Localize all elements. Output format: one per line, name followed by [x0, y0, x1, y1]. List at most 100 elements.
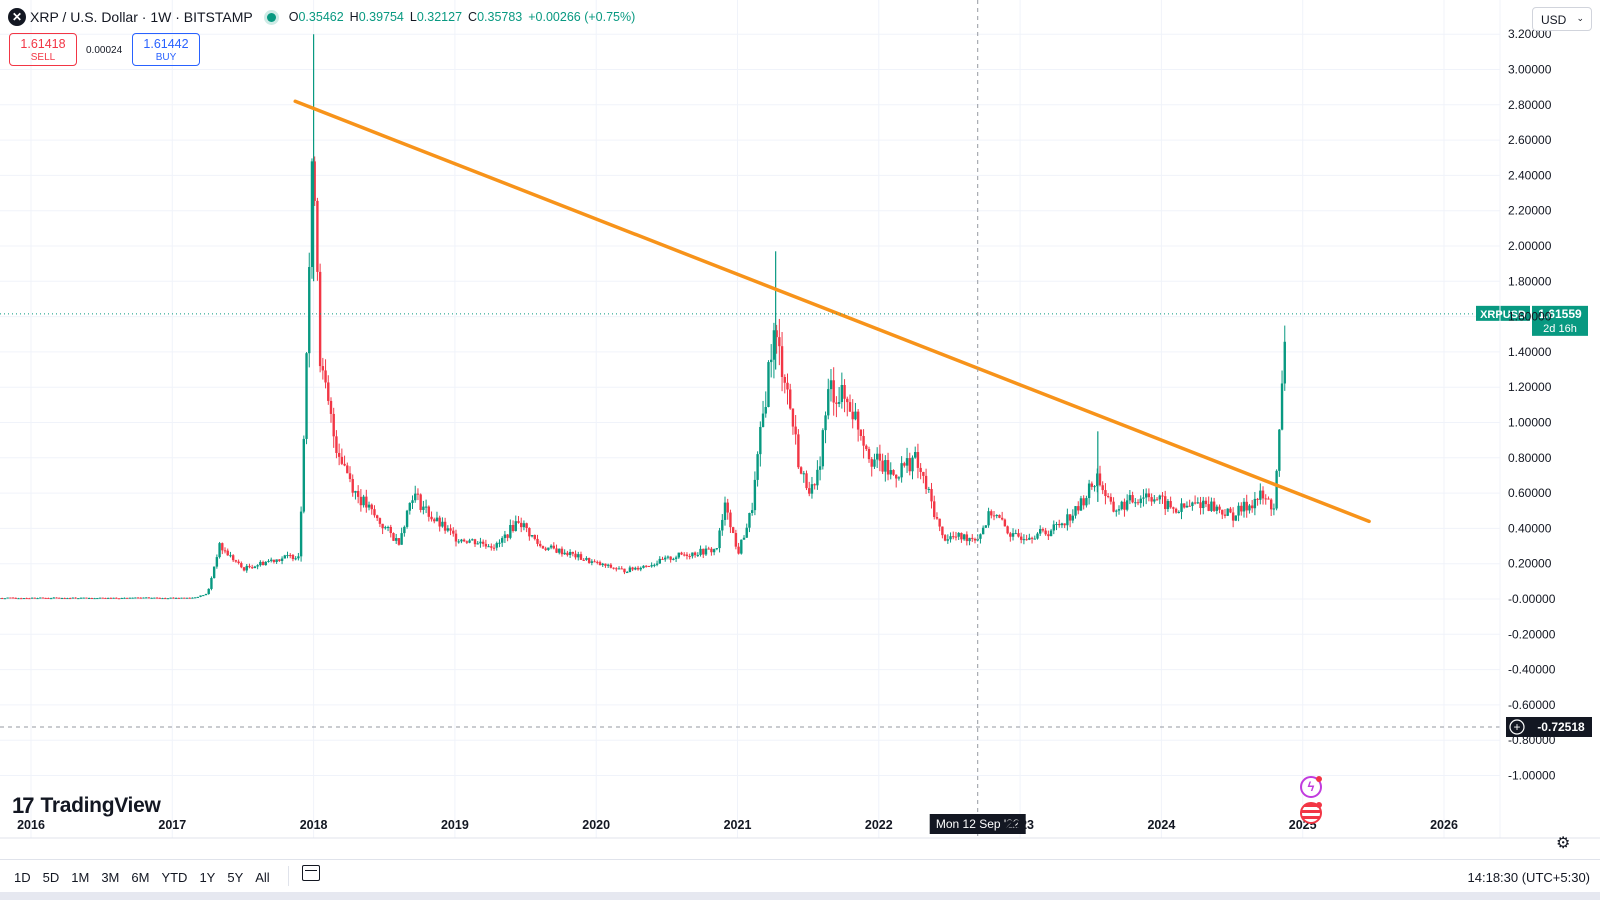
candle-body — [609, 564, 613, 568]
candle-body — [30, 597, 34, 599]
candle-body — [870, 459, 873, 467]
candle-body — [471, 539, 474, 541]
candle-body — [446, 528, 450, 531]
candle-body — [386, 526, 390, 528]
candle-body — [642, 565, 645, 568]
gear-icon[interactable]: ⚙ — [1556, 835, 1571, 852]
candle-body — [856, 411, 860, 430]
candle-body — [25, 598, 28, 600]
candle-body — [1185, 505, 1189, 508]
candle-body — [737, 546, 740, 554]
candle-body — [96, 598, 99, 600]
candle-body — [894, 474, 898, 479]
candle-body — [240, 563, 243, 568]
candle-body — [286, 555, 289, 557]
candle-body — [892, 470, 895, 475]
candle-body — [808, 488, 811, 494]
candle-body — [476, 543, 479, 545]
tradingview-logo[interactable]: 17 TradingView — [12, 793, 161, 819]
candle-body — [930, 488, 933, 502]
candle-body — [606, 564, 610, 566]
range-1y[interactable]: 1Y — [199, 870, 216, 885]
candle-body — [98, 597, 102, 599]
candle-body — [327, 382, 330, 401]
candle-body — [1131, 495, 1134, 503]
candle-body — [460, 539, 463, 542]
candle-body — [1259, 490, 1262, 500]
candle-body — [1169, 501, 1172, 508]
range-ytd[interactable]: YTD — [161, 870, 188, 885]
currency-selector[interactable]: USD ⌄ — [1532, 7, 1592, 31]
candle-body — [22, 598, 26, 600]
range-1d[interactable]: 1D — [14, 870, 31, 885]
candle-body — [1242, 501, 1246, 512]
market-status-icon[interactable] — [266, 12, 276, 22]
range-3m[interactable]: 3M — [101, 870, 120, 885]
candle-body — [14, 597, 17, 599]
candle-body — [441, 521, 444, 527]
candle-body — [954, 536, 958, 538]
candle-body — [579, 554, 583, 560]
symbol-title[interactable]: XRP / U.S. Dollar · 1W · BITSTAMP — [30, 9, 253, 25]
candle-body — [17, 598, 20, 600]
candle-body — [1123, 501, 1126, 510]
range-6m[interactable]: 6M — [131, 870, 150, 885]
candle-body — [58, 597, 61, 599]
candle-body — [389, 526, 392, 534]
sell-button[interactable]: 1.61418 SELL — [9, 33, 77, 66]
tradingview-mark-icon: 17 — [12, 793, 35, 818]
range-all[interactable]: All — [255, 870, 270, 885]
candle-body — [669, 556, 672, 560]
buy-button[interactable]: 1.61442 BUY — [132, 33, 200, 66]
candle-body — [411, 500, 414, 503]
candle-body — [85, 597, 88, 599]
candle-body — [664, 557, 667, 560]
horizontal-scrollbar[interactable] — [0, 892, 1600, 900]
candle-body — [6, 597, 9, 599]
candle-body — [36, 598, 39, 600]
candle-body — [761, 413, 765, 427]
candle-body — [264, 561, 267, 566]
candle-body — [1066, 514, 1069, 526]
flash-event-icon[interactable]: ϟ — [1300, 776, 1322, 798]
candle-body — [155, 597, 159, 599]
symbol-tag: XRPUSD — [1480, 309, 1526, 321]
candle-body — [984, 525, 988, 528]
candle-body — [1202, 500, 1205, 509]
clock[interactable]: 14:18:30 (UTC+5:30) — [1467, 870, 1590, 885]
candle-body — [816, 469, 819, 486]
candle-body — [691, 552, 694, 557]
price-change: +0.00266 (+0.75%) — [528, 10, 636, 24]
candle-body — [911, 457, 914, 472]
calendar-icon[interactable] — [302, 865, 320, 881]
candle-body — [813, 484, 816, 486]
candle-body — [1063, 523, 1066, 526]
candle-body — [555, 548, 558, 553]
candle-body — [1231, 512, 1235, 521]
candle-body — [506, 534, 509, 538]
candle-body — [142, 597, 145, 599]
candle-body — [427, 506, 431, 517]
candle-body — [188, 597, 191, 599]
candle-body — [454, 533, 458, 542]
candle-body — [481, 541, 485, 544]
range-5y[interactable]: 5Y — [227, 870, 244, 885]
candle-body — [191, 597, 194, 599]
candle-body — [568, 551, 572, 556]
us-flag-event-icon[interactable] — [1300, 802, 1322, 824]
range-5d[interactable]: 5D — [42, 870, 60, 885]
candle-body — [696, 554, 700, 556]
y-tick-label: -0.20000 — [1508, 627, 1556, 641]
candle-body — [28, 598, 31, 600]
y-tick-label: -0.80000 — [1508, 733, 1556, 747]
candle-body — [547, 547, 550, 550]
candle-body — [922, 471, 925, 476]
candle-body — [1090, 483, 1094, 487]
range-1m[interactable]: 1M — [71, 870, 90, 885]
candle-body — [1139, 498, 1142, 504]
candle-body — [693, 552, 697, 556]
candle-body — [620, 568, 623, 570]
candle-body — [422, 506, 425, 510]
candle-body — [587, 558, 591, 563]
